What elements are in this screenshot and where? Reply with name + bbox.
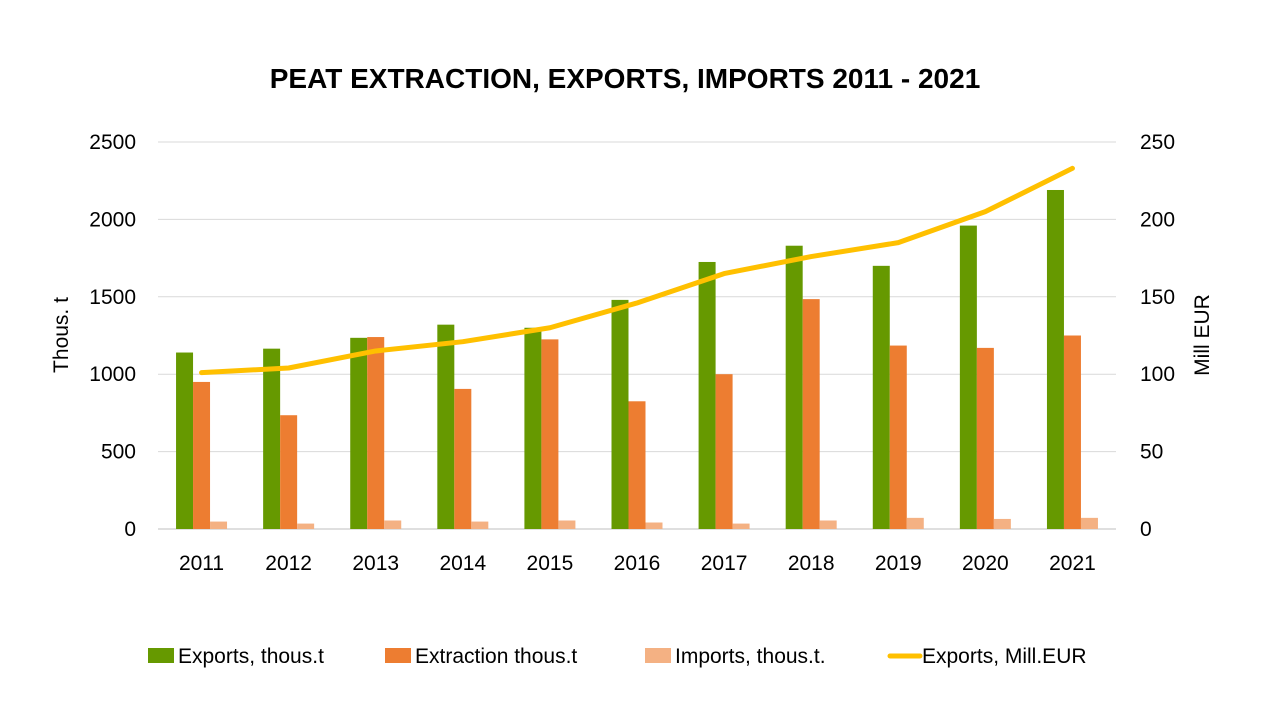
x-tick-label: 2012 (265, 552, 312, 575)
bar-extraction-thous-t-2013 (367, 337, 385, 529)
x-tick-label: 2013 (352, 552, 399, 575)
bar-exports-thous-t-2020 (959, 225, 977, 530)
bar-imports-thous-t-2014 (471, 521, 489, 529)
gridlines (158, 141, 1116, 530)
bar-exports-thous-t-2013 (350, 337, 368, 529)
bar-imports-thous-t-2020 (993, 518, 1011, 529)
bar-extraction-thous-t-2014 (454, 388, 472, 529)
legend-label: Extraction thous.t (415, 645, 577, 668)
bar-exports-thous-t-2014 (437, 324, 455, 529)
left-tick-label: 2000 (89, 208, 136, 231)
x-tick-label: 2014 (439, 552, 486, 575)
bar-extraction-thous-t-2012 (280, 415, 298, 529)
x-tick-label: 2020 (962, 552, 1009, 575)
bar-extraction-thous-t-2020 (976, 347, 994, 529)
bar-extraction-thous-t-2018 (802, 299, 820, 529)
bar-imports-thous-t-2013 (384, 520, 402, 529)
bar-extraction-thous-t-2017 (715, 374, 733, 529)
legend: Exports, thous.t Extraction thous.t Import… (148, 645, 1087, 668)
line-exports-mill-eur (199, 165, 1075, 376)
bar-exports-thous-t-2015 (524, 327, 542, 529)
left-axis-label: Thous. t (50, 297, 73, 373)
right-tick-label: 200 (1140, 208, 1175, 231)
legend-label: Exports, Mill.EUR (922, 645, 1087, 668)
bar-exports-thous-t-2018 (785, 245, 803, 529)
bar-imports-thous-t-2017 (732, 523, 750, 529)
right-tick-label: 150 (1140, 286, 1175, 309)
x-tick-label: 2021 (1049, 552, 1096, 575)
bar-imports-thous-t-2016 (645, 522, 663, 529)
bar-exports-thous-t-2011 (176, 352, 194, 529)
bar-exports-thous-t-2016 (611, 299, 629, 529)
bar-imports-thous-t-2015 (558, 520, 576, 529)
bar-exports-thous-t-2017 (698, 261, 716, 529)
x-tick-label: 2017 (701, 552, 748, 575)
right-axis-ticks: 0 50 100 150 200 250 (1140, 131, 1175, 541)
legend-label: Exports, thous.t (178, 645, 324, 668)
legend-label: Imports, thous.t. (675, 645, 826, 668)
bar-exports-thous-t-2012 (263, 348, 281, 529)
x-axis-ticks: 2011 2012 2013 2014 2015 2016 2017 2018 2019 2020… (179, 552, 1096, 575)
right-tick-label: 0 (1140, 518, 1152, 541)
bar-extraction-thous-t-2011 (193, 381, 211, 529)
x-tick-label: 2015 (527, 552, 574, 575)
left-tick-label: 500 (101, 441, 136, 464)
right-tick-label: 250 (1140, 131, 1175, 154)
bar-exports-thous-t-2019 (872, 265, 890, 529)
bar-imports-thous-t-2019 (906, 517, 924, 529)
bar-exports-thous-t-2021 (1046, 189, 1064, 529)
x-tick-label: 2019 (875, 552, 922, 575)
left-axis-ticks: 0 500 1000 1500 2000 2500 (89, 131, 136, 541)
chart-title: PEAT EXTRACTION, EXPORTS, IMPORTS 2011 -… (270, 63, 981, 94)
bar-imports-thous-t-2011 (210, 521, 228, 529)
right-tick-label: 50 (1140, 441, 1163, 464)
bar-extraction-thous-t-2019 (889, 345, 907, 529)
legend-swatch (645, 648, 671, 663)
bar-imports-thous-t-2012 (297, 523, 315, 529)
right-axis-label: Mill EUR (1191, 294, 1214, 376)
right-tick-label: 100 (1140, 363, 1175, 386)
bar-extraction-thous-t-2015 (541, 339, 559, 529)
x-tick-label: 2018 (788, 552, 835, 575)
left-tick-label: 0 (124, 518, 136, 541)
bar-imports-thous-t-2021 (1080, 517, 1098, 529)
left-tick-label: 1500 (89, 286, 136, 309)
line-series-group (199, 165, 1075, 376)
bar-extraction-thous-t-2021 (1063, 335, 1081, 529)
x-tick-label: 2011 (179, 552, 224, 575)
bar-imports-thous-t-2018 (819, 520, 837, 529)
left-tick-label: 1000 (89, 363, 136, 386)
bar-series-group (176, 189, 1098, 530)
legend-swatch (148, 648, 174, 663)
bar-extraction-thous-t-2016 (628, 401, 646, 529)
x-tick-label: 2016 (614, 552, 661, 575)
legend-swatch (385, 648, 411, 663)
left-tick-label: 2500 (89, 131, 136, 154)
